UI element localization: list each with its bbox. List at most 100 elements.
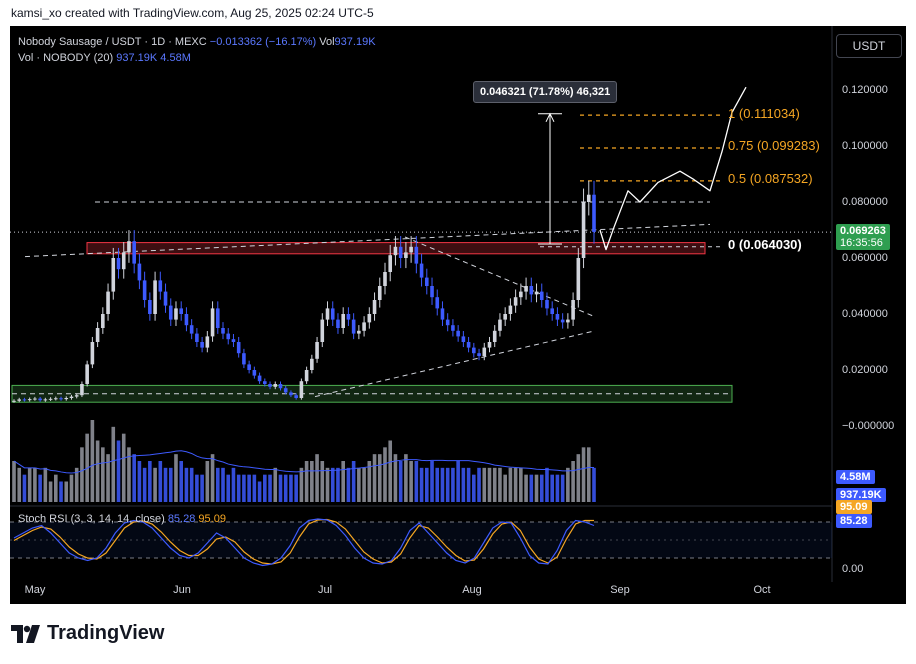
candle-body	[419, 263, 424, 278]
volume-bar	[571, 461, 575, 502]
volume-bar	[508, 467, 513, 502]
volume-bar	[278, 474, 283, 502]
chart-canvas[interactable]	[10, 26, 906, 604]
candle-body	[80, 384, 84, 396]
volume-ma-line	[13, 450, 594, 474]
candle-body	[393, 246, 398, 256]
candle-body	[498, 319, 502, 331]
candle-body	[179, 308, 184, 314]
volume-bar	[398, 461, 403, 502]
volume-bar	[357, 467, 361, 502]
candle-body	[330, 308, 335, 320]
candle-body	[221, 328, 225, 334]
volume-bar	[226, 474, 231, 502]
candle-body	[550, 308, 554, 314]
volume-bar	[414, 461, 419, 502]
x-axis-label: May	[24, 584, 46, 596]
volume-bar	[27, 467, 32, 502]
candle-body	[472, 347, 476, 354]
candle-body	[341, 314, 345, 328]
candle-body	[226, 333, 231, 340]
stoch-d-value: 95.09	[198, 513, 226, 525]
candle-body	[174, 308, 178, 320]
volume-bar	[498, 467, 502, 502]
candle-body	[210, 308, 215, 337]
fib-level-05: 0.5 (0.087532)	[728, 171, 813, 186]
fib-value: (0.064030)	[738, 237, 802, 252]
volume-bar	[424, 467, 429, 502]
volume-bar	[263, 474, 267, 502]
x-axis-label: Jul	[317, 584, 333, 596]
candle-body	[336, 319, 340, 328]
volume-bar	[472, 474, 476, 502]
measurement-label: 0.046321 (71.78%) 46,321	[473, 81, 618, 103]
price-axis-label: 0.100000	[842, 140, 888, 152]
volume-indicator-v1: 937.19K	[116, 52, 158, 64]
symbol-legend: Nobody Sausage / USDT · 1D · MEXC −0.013…	[18, 36, 376, 48]
candle-body	[445, 319, 450, 326]
candle-body	[43, 399, 48, 401]
volume-bar	[461, 467, 466, 502]
volume-bar	[409, 461, 413, 502]
candle-body	[304, 370, 309, 382]
candle-body	[101, 314, 105, 328]
candle-body	[200, 342, 204, 348]
candle-countdown: 16:35:56	[840, 237, 883, 249]
volume-bar	[200, 474, 204, 502]
candle-body	[242, 353, 246, 365]
candle-body	[592, 194, 596, 232]
volume-bar	[362, 467, 366, 502]
volume-bar	[419, 467, 424, 502]
volume-bar	[116, 440, 121, 502]
stoch-k-line	[13, 518, 595, 567]
candle-body	[268, 384, 272, 387]
candle-body	[273, 384, 278, 387]
volume-bar	[503, 474, 507, 502]
stoch-legend: Stoch RSI (3, 3, 14, 14, close) 85.28 95…	[18, 513, 226, 525]
volume-bar	[184, 467, 189, 502]
stoch-k-value: 85.28	[167, 513, 196, 525]
currency-button[interactable]: USDT	[836, 34, 902, 58]
volume-bar	[221, 467, 225, 502]
candle-body	[424, 277, 429, 286]
volume-bar	[64, 481, 69, 502]
volume-bar	[74, 467, 79, 502]
volume-bar	[393, 454, 398, 502]
upper-trendline	[24, 223, 711, 258]
candle-body	[404, 252, 408, 258]
candle-body	[252, 370, 257, 376]
fib-ratio: 1	[728, 106, 736, 121]
candle-body	[17, 399, 22, 401]
candle-body	[581, 202, 586, 258]
candle-body	[215, 308, 220, 328]
chart-caption: kamsi_xo created with TradingView.com, A…	[11, 6, 374, 20]
candle-body	[54, 398, 58, 400]
volume-bar	[445, 467, 450, 502]
candle-body	[435, 297, 440, 309]
candle-body	[566, 319, 570, 323]
volume-ma-tag: 4.58M	[836, 470, 875, 484]
candle-body	[539, 291, 544, 300]
volume-bar	[372, 454, 377, 502]
x-axis-label: Sep	[610, 584, 630, 596]
chart-panel[interactable]: Nobody Sausage / USDT · 1D · MEXC −0.013…	[10, 26, 906, 604]
volume-bar	[195, 474, 199, 502]
volume-bar	[132, 454, 136, 502]
candle-body	[571, 300, 575, 320]
volume-bar	[54, 474, 58, 502]
volume-bar	[111, 426, 116, 502]
volume-bar	[158, 461, 163, 502]
candle-body	[325, 308, 330, 320]
volume-indicator-label: Vol · NOBODY (20)	[18, 52, 114, 64]
candle-body	[184, 314, 189, 326]
volume-bar	[550, 474, 554, 502]
candle-body	[299, 381, 304, 398]
price-axis-label: −0.000000	[842, 420, 895, 432]
volume-bar	[388, 440, 393, 502]
volume-bar	[320, 461, 325, 502]
volume-bar	[252, 474, 257, 502]
candle-body	[158, 280, 163, 292]
candle-body	[524, 286, 528, 292]
volume-bar	[38, 474, 42, 502]
footer-branding: TradingView	[11, 622, 164, 645]
